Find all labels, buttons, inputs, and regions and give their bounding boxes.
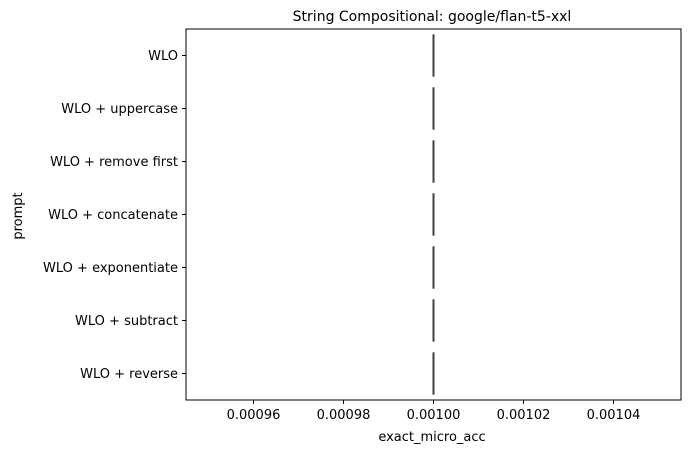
- plot-area: [185, 28, 682, 401]
- y-tick-label: WLO + remove first: [50, 155, 178, 170]
- chart-title: String Compositional: google/flan-t5-xxl: [293, 9, 572, 25]
- x-axis-ticks: 0.00096 0.00098 0.00100 0.00102 0.00104: [227, 400, 641, 423]
- y-tick-label: WLO + concatenate: [48, 208, 178, 223]
- x-tick-label: 0.00100: [407, 408, 461, 423]
- x-tick-label: 0.00098: [317, 408, 371, 423]
- y-axis-ticks: WLO WLO + uppercase WLO + remove first WLO …: [43, 49, 186, 382]
- y-tick-label: WLO + reverse: [80, 367, 178, 382]
- y-axis-label: prompt: [11, 192, 26, 239]
- y-tick-label: WLO: [148, 49, 178, 64]
- x-tick-label: 0.00104: [587, 408, 641, 423]
- x-axis-label: exact_micro_acc: [378, 430, 485, 445]
- x-tick-label: 0.00102: [497, 408, 551, 423]
- y-tick-label: WLO + subtract: [75, 314, 178, 329]
- x-tick-label: 0.00096: [227, 408, 281, 423]
- y-tick-label: WLO + exponentiate: [43, 261, 178, 276]
- y-tick-label: WLO + uppercase: [61, 102, 178, 117]
